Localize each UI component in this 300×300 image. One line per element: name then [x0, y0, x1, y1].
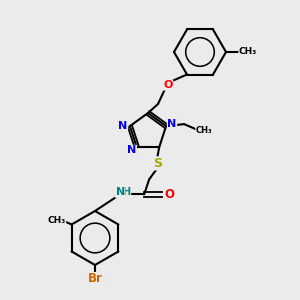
- Text: N: N: [167, 119, 177, 129]
- Text: Br: Br: [88, 272, 102, 286]
- Text: O: O: [164, 188, 174, 201]
- Text: S: S: [153, 157, 162, 170]
- Text: CH₃: CH₃: [239, 47, 257, 56]
- Text: CH₃: CH₃: [47, 216, 66, 225]
- Text: N: N: [118, 121, 128, 131]
- Text: N: N: [116, 188, 125, 197]
- Text: CH₃: CH₃: [196, 126, 212, 135]
- Text: H: H: [122, 188, 130, 197]
- Text: N: N: [127, 146, 136, 155]
- Text: O: O: [163, 80, 173, 90]
